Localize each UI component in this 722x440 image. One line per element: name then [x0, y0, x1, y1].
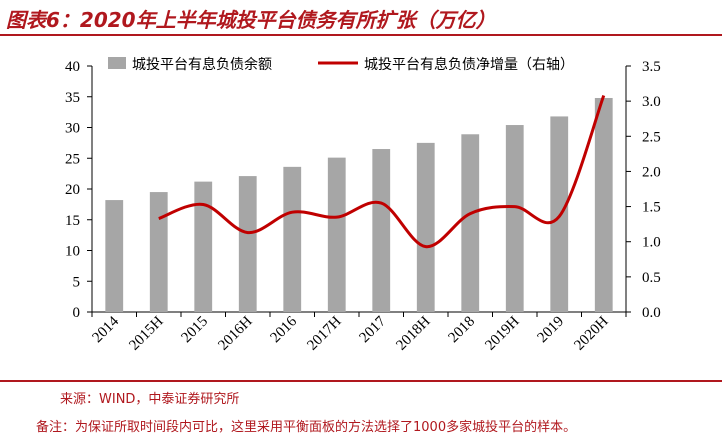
y-left-tick-label: 25	[65, 151, 80, 167]
legend-line-label: 城投平台有息负债净增量（右轴）	[364, 56, 574, 73]
note-text: 备注：为保证所取时间段内可比，这里采用平衡面板的方法选择了1000多家城投平台的…	[36, 420, 577, 435]
x-tick-label: 2019	[535, 314, 568, 347]
title-divider	[0, 34, 722, 36]
bar-2014	[105, 200, 124, 312]
x-tick-label: 2018	[446, 314, 479, 347]
x-tick-label: 2016	[268, 313, 301, 346]
bar-2016H	[238, 176, 257, 312]
bar-2019H	[505, 125, 524, 312]
bar-2018	[461, 134, 480, 312]
y-right-tick-label: 3.0	[642, 94, 661, 110]
x-tick-label: 2017	[357, 313, 390, 346]
source-text: 来源：WIND，中泰证券研究所	[60, 392, 240, 407]
y-right-tick-label: 0.5	[642, 270, 661, 286]
bar-2015	[194, 181, 213, 312]
y-left-tick-label: 20	[65, 182, 80, 198]
y-right-tick-label: 1.0	[642, 235, 661, 251]
bar-2015H	[149, 192, 168, 312]
y-left-tick-label: 5	[73, 274, 81, 290]
axes: 0 5 10 15 20 25 30 35 40 0.0 0.5 1.0 1.5 2.0 2.5 3.0 3.5	[65, 59, 661, 321]
x-tick-label: 2014	[90, 313, 123, 346]
bar-series	[105, 97, 613, 313]
y-right-tick-label: 3.5	[642, 59, 661, 75]
legend-bar-label: 城投平台有息负债余额	[132, 56, 272, 73]
chart: 城投平台有息负债余额 城投平台有息负债净增量（右轴） 0 5 10 15 20 25 30 3…	[65, 56, 661, 354]
y-right-tick-label: 2.5	[642, 129, 661, 145]
y-left-tick-label: 0	[73, 305, 81, 321]
bar-2016	[283, 166, 302, 312]
x-tick-label: 2018H	[393, 313, 433, 353]
y-left-tick-label: 30	[65, 121, 80, 137]
legend-bar-swatch	[108, 57, 126, 69]
bar-2020H	[594, 97, 613, 312]
y-right-tick-label: 0.0	[642, 305, 661, 321]
y-left-tick-label: 15	[65, 213, 80, 229]
bar-2018H	[416, 142, 435, 312]
y-left-tick-label: 35	[65, 90, 80, 106]
y-right-tick-label: 2.0	[642, 164, 661, 180]
x-tick-label: 2020H	[571, 313, 611, 353]
line-series	[158, 95, 606, 249]
x-tick-label: 2015	[179, 314, 212, 347]
net-increase-line	[158, 95, 606, 249]
y-left-tick-label: 40	[65, 59, 80, 75]
x-tick-label: 2016H	[215, 313, 255, 353]
bar-2017	[372, 149, 391, 312]
x-tick-label: 2017H	[304, 313, 344, 353]
y-left-tick-label: 10	[65, 244, 80, 260]
y-right-tick-label: 1.5	[642, 200, 661, 216]
x-tick-label: 2015H	[126, 313, 166, 353]
chart-title: 图表6：2020年上半年城投平台债务有所扩张（万亿）	[6, 8, 496, 32]
x-axis-labels: 2014 2015H 2015 2016H 2016 2017H 2017 2018H 2018…	[90, 313, 612, 354]
bar-2017H	[327, 157, 346, 312]
x-tick-label: 2019H	[482, 313, 522, 353]
footer-divider	[0, 380, 722, 382]
